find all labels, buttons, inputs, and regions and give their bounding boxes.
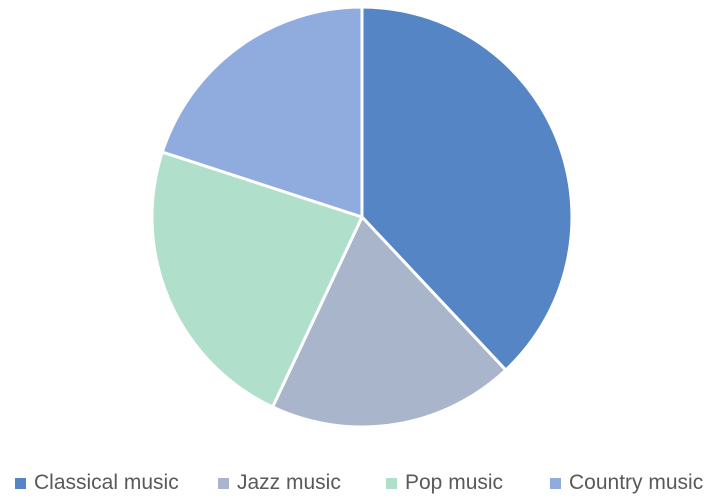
legend-swatch-pop-music [386,477,397,489]
pie-chart-plot [150,5,574,429]
legend-swatch-jazz-music [218,477,229,489]
pie-slice-country-music [160,5,364,219]
legend-swatch-classical-music [15,477,26,489]
legend-label-classical-music: Classical music [34,471,179,494]
legend-label-pop-music: Pop music [405,471,504,494]
legend-item-jazz-music: Jazz music [218,468,341,498]
legend-item-classical-music: Classical music [15,468,179,498]
legend-label-jazz-music: Jazz music [237,471,341,494]
pie-slice-pop-music [150,150,364,409]
pie-slice-classical-music [360,5,574,372]
legend-item-country-music: Country music [550,468,703,498]
legend-label-country-music: Country music [569,471,704,494]
legend-swatch-country-music [550,477,561,489]
legend-item-pop-music: Pop music [386,468,503,498]
chart-legend: Classical music Jazz music Pop music Countr… [0,468,726,498]
pie-slice-jazz-music [271,215,508,429]
